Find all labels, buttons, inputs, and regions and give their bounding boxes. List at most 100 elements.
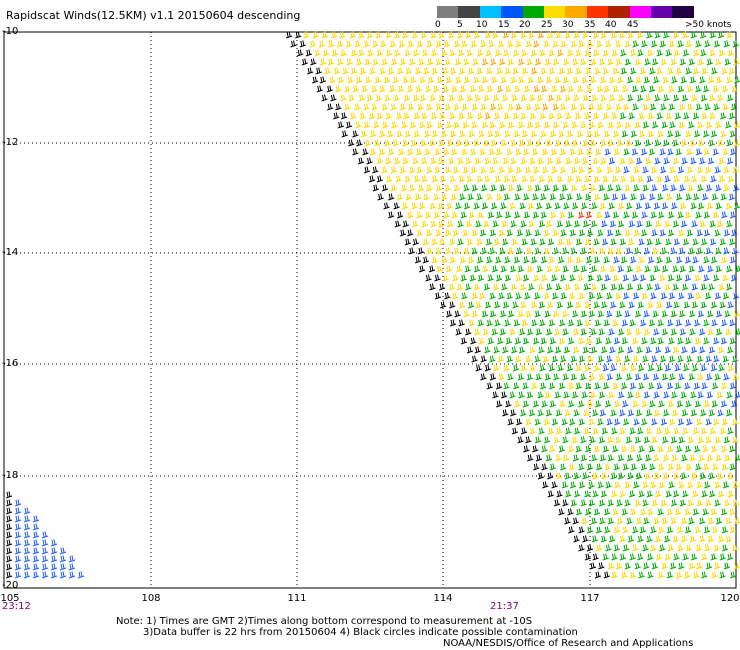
wind-barb bbox=[430, 220, 437, 228]
wind-barb bbox=[601, 472, 608, 480]
wind-barb bbox=[643, 76, 651, 84]
wind-barb bbox=[362, 148, 369, 156]
wind-barb bbox=[630, 193, 637, 201]
wind-barb bbox=[489, 229, 497, 237]
wind-barb bbox=[546, 220, 553, 228]
wind-barb bbox=[541, 274, 548, 282]
wind-barb bbox=[694, 445, 701, 453]
wind-barb bbox=[427, 76, 435, 84]
wind-barb bbox=[399, 166, 406, 174]
wind-barb bbox=[503, 112, 511, 120]
wind-barb bbox=[615, 184, 622, 192]
wind-barb bbox=[676, 193, 683, 201]
wind-barb bbox=[654, 94, 661, 102]
wind-barb bbox=[636, 517, 643, 525]
wind-barb bbox=[310, 58, 317, 66]
wind-barb bbox=[465, 328, 472, 336]
wind-barb bbox=[366, 94, 373, 102]
wind-barb bbox=[629, 427, 636, 435]
wind-barb bbox=[366, 31, 374, 39]
wind-barb bbox=[476, 67, 483, 75]
wind-barb bbox=[448, 283, 456, 291]
wind-barb bbox=[712, 526, 719, 534]
wind-barb bbox=[307, 67, 314, 75]
wind-barb bbox=[532, 148, 539, 156]
wind-barb bbox=[625, 139, 633, 147]
legend-swatch bbox=[543, 6, 566, 18]
wind-barb bbox=[728, 67, 736, 75]
wind-barb bbox=[546, 283, 553, 291]
wind-barb bbox=[592, 427, 599, 435]
lon-label: 105 bbox=[0, 593, 20, 604]
wind-barb bbox=[724, 310, 731, 318]
wind-barb bbox=[445, 265, 453, 273]
legend-swatch bbox=[458, 6, 480, 18]
wind-barb bbox=[363, 121, 371, 129]
wind-barb bbox=[515, 274, 522, 282]
wind-barb bbox=[542, 481, 549, 489]
wind-barb bbox=[698, 265, 705, 273]
wind-barb bbox=[59, 571, 67, 579]
wind-barb bbox=[611, 571, 618, 579]
wind-barb bbox=[413, 49, 420, 57]
wind-barb bbox=[473, 76, 480, 84]
wind-barb bbox=[664, 553, 672, 561]
wind-barb bbox=[666, 508, 674, 516]
wind-barb bbox=[722, 103, 729, 111]
wind-barb bbox=[580, 265, 588, 273]
wind-barb bbox=[417, 103, 424, 111]
wind-barb bbox=[385, 31, 392, 39]
wind-barb bbox=[580, 58, 587, 66]
wind-barb bbox=[670, 328, 678, 336]
wind-barb bbox=[726, 31, 733, 39]
wind-barb bbox=[522, 382, 529, 390]
wind-barb bbox=[638, 130, 646, 138]
wind-barb bbox=[473, 202, 480, 210]
wind-barb bbox=[336, 40, 344, 48]
wind-barb bbox=[600, 76, 607, 84]
wind-barb bbox=[451, 85, 458, 93]
wind-barb bbox=[567, 175, 574, 183]
wind-barb bbox=[671, 202, 678, 210]
wind-barb bbox=[593, 256, 601, 264]
wind-barb bbox=[569, 229, 577, 237]
wind-barb bbox=[537, 157, 545, 165]
wind-barb bbox=[484, 157, 491, 165]
wind-barb bbox=[580, 373, 587, 381]
wind-barb bbox=[604, 526, 611, 534]
wind-barb bbox=[50, 539, 58, 547]
wind-barb bbox=[680, 472, 687, 480]
wind-barb bbox=[636, 283, 644, 291]
wind-barb bbox=[580, 499, 587, 507]
wind-barb bbox=[646, 238, 653, 246]
wind-barb bbox=[642, 499, 649, 507]
wind-barb bbox=[641, 229, 648, 237]
wind-barb bbox=[592, 112, 600, 120]
legend-swatch bbox=[522, 6, 544, 18]
wind-barb bbox=[575, 364, 583, 372]
wind-barb bbox=[506, 148, 513, 156]
wind-barb bbox=[681, 409, 688, 417]
wind-barb bbox=[523, 256, 530, 264]
wind-barb bbox=[397, 85, 405, 93]
wind-barb bbox=[493, 94, 500, 102]
wind-barb bbox=[528, 31, 535, 39]
wind-barb bbox=[593, 193, 601, 201]
wind-barb bbox=[555, 94, 563, 102]
wind-barb bbox=[412, 238, 419, 246]
wind-barb bbox=[500, 391, 508, 399]
wind-barb bbox=[593, 301, 600, 309]
wind-barb bbox=[404, 238, 411, 246]
wind-barb bbox=[512, 364, 520, 372]
wind-barb bbox=[553, 247, 560, 255]
wind-barb bbox=[497, 337, 504, 345]
wind-barb bbox=[555, 139, 562, 147]
wind-barb bbox=[693, 49, 700, 57]
wind-barb bbox=[435, 58, 442, 66]
wind-barb bbox=[650, 337, 657, 345]
wind-barb bbox=[708, 94, 716, 102]
wind-barb bbox=[539, 364, 546, 372]
wind-barb bbox=[623, 418, 630, 426]
wind-barb bbox=[594, 148, 602, 156]
wind-barb bbox=[629, 175, 636, 183]
